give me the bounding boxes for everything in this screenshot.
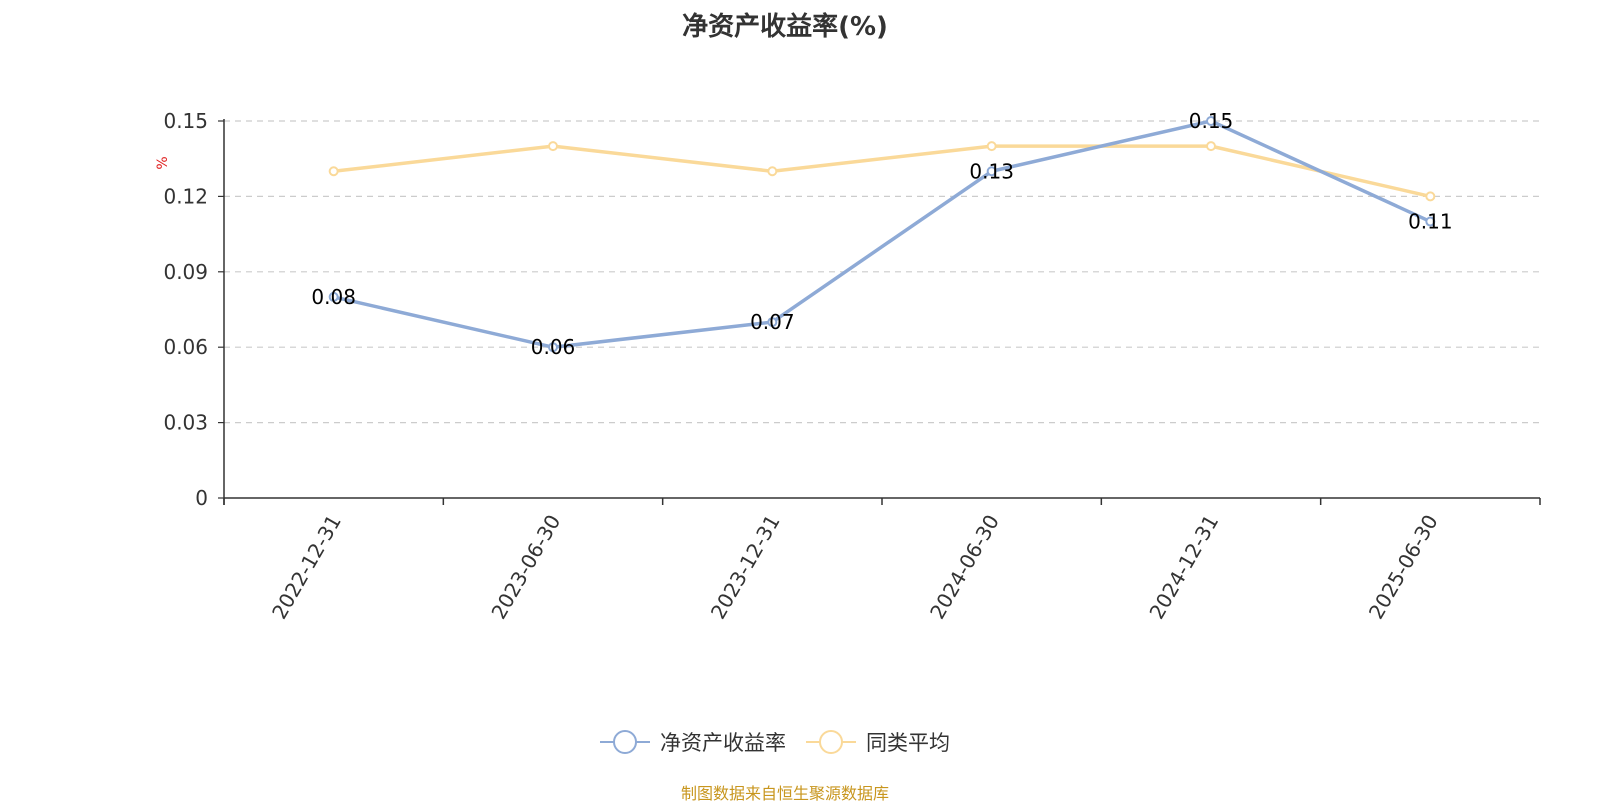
y-tick-label: 0.06 xyxy=(163,335,208,359)
x-tick-label: 2023-06-30 xyxy=(486,511,565,624)
legend: 净资产收益率 同类平均 xyxy=(600,730,950,755)
y-tick-label: 0 xyxy=(195,486,208,510)
data-point xyxy=(328,166,339,177)
legend-label: 同类平均 xyxy=(866,731,950,755)
series-lines xyxy=(328,116,1436,353)
data-point xyxy=(548,342,558,353)
y-tick-label: 0.15 xyxy=(163,109,208,133)
series-line xyxy=(333,119,1432,349)
data-label: 0.07 xyxy=(750,310,795,334)
data-point xyxy=(1425,191,1436,202)
source-note: 制图数据来自恒生聚源数据库 xyxy=(680,784,889,803)
data-label: 0.13 xyxy=(969,159,1014,183)
data-point xyxy=(1206,141,1216,152)
data-point xyxy=(986,166,997,177)
x-tick-label: 2023-12-31 xyxy=(706,511,785,624)
data-point xyxy=(1425,216,1436,227)
data-point xyxy=(1206,116,1216,126)
legend-label: 净资产收益率 xyxy=(660,731,786,755)
x-tick-label: 2022-12-31 xyxy=(267,511,346,624)
data-point xyxy=(548,141,558,152)
data-label: 0.11 xyxy=(1408,210,1453,234)
y-axis-unit-label: % xyxy=(155,156,171,169)
legend-swatch-marker xyxy=(819,730,843,754)
legend-swatch-marker xyxy=(613,730,637,754)
data-point xyxy=(767,317,778,328)
data-point xyxy=(986,141,997,152)
data-label: 0.08 xyxy=(311,285,356,309)
data-label: 0.15 xyxy=(1189,109,1234,133)
chart-title: 净资产收益率(%) xyxy=(682,12,888,42)
axes: 0 0.03 0.06 0.09 0.12 0.15% 2022-12-31 2023-06-… xyxy=(155,109,1541,624)
x-tick-label: 2025-06-30 xyxy=(1364,511,1443,624)
data-point xyxy=(767,166,778,177)
data-point xyxy=(328,291,339,302)
x-tick-label: 2024-12-31 xyxy=(1144,511,1223,624)
grid-lines xyxy=(224,120,1540,424)
data-labels: 0.08 0.06 0.07 0.13 0.15 0.11 xyxy=(311,109,1452,359)
series-line xyxy=(333,144,1431,199)
y-tick-label: 0.03 xyxy=(163,411,208,435)
y-tick-label: 0.12 xyxy=(163,184,208,208)
x-tick-label: 2024-06-30 xyxy=(925,511,1004,624)
data-label: 0.06 xyxy=(531,335,576,359)
y-tick-label: 0.09 xyxy=(163,260,208,284)
